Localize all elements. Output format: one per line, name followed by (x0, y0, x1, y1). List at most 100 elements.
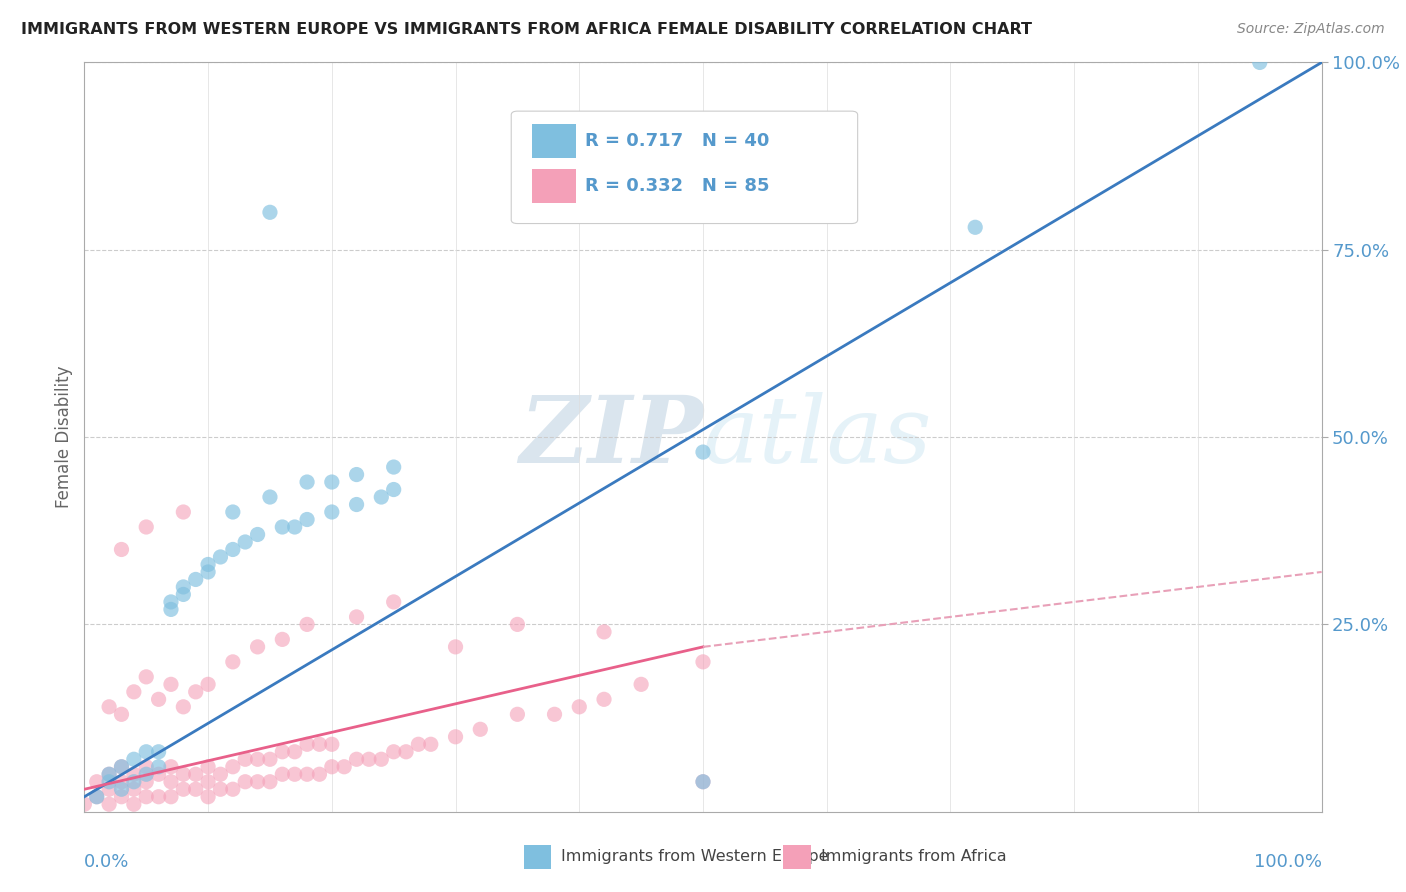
Point (692, 774, 714, 789)
Point (197, 774, 219, 789)
Text: Immigrants from Western Europe: Immigrants from Western Europe (561, 849, 828, 864)
Point (197, 558, 219, 572)
Point (259, 490, 281, 504)
Point (408, 737, 430, 751)
Point (470, 723, 492, 737)
Bar (523, 845, 551, 869)
Point (135, 745, 157, 759)
Point (197, 789, 219, 804)
Point (506, 707, 529, 722)
Point (259, 205, 281, 219)
Point (122, 685, 145, 699)
Point (98, 774, 121, 789)
Point (233, 535, 256, 549)
Point (160, 677, 183, 691)
Text: ZIP: ZIP (519, 392, 703, 482)
Point (333, 760, 356, 774)
Point (86, 789, 108, 804)
Point (160, 602, 183, 616)
Point (172, 580, 194, 594)
Point (98, 782, 121, 797)
Point (321, 760, 343, 774)
Point (222, 542, 245, 557)
Bar (533, 169, 575, 202)
Point (593, 624, 616, 639)
Point (246, 640, 269, 654)
Point (246, 527, 269, 541)
Point (135, 789, 157, 804)
Point (122, 797, 145, 812)
Point (197, 565, 219, 579)
Point (98, 767, 121, 781)
Point (197, 760, 219, 774)
Text: IMMIGRANTS FROM WESTERN EUROPE VS IMMIGRANTS FROM AFRICA FEMALE DISABILITY CORRE: IMMIGRANTS FROM WESTERN EUROPE VS IMMIGR… (21, 22, 1032, 37)
Point (382, 595, 405, 609)
Point (160, 760, 183, 774)
Point (222, 505, 245, 519)
Point (222, 655, 245, 669)
Point (148, 745, 170, 759)
Bar (783, 845, 811, 869)
Point (271, 520, 294, 534)
Point (148, 767, 170, 781)
Point (308, 767, 330, 781)
Point (295, 617, 318, 632)
Point (321, 475, 343, 489)
Text: 100.0%: 100.0% (1254, 853, 1322, 871)
Point (110, 760, 132, 774)
Point (172, 699, 194, 714)
Point (110, 707, 132, 722)
Point (382, 460, 405, 475)
Point (321, 505, 343, 519)
Point (172, 782, 194, 797)
Text: Immigrants from Africa: Immigrants from Africa (821, 849, 1007, 864)
Point (246, 752, 269, 766)
Point (444, 730, 467, 744)
Point (382, 483, 405, 497)
Point (271, 767, 294, 781)
Point (692, 655, 714, 669)
Point (346, 752, 368, 766)
Point (419, 737, 441, 751)
Point (568, 699, 591, 714)
Point (98, 767, 121, 781)
Text: Source: ZipAtlas.com: Source: ZipAtlas.com (1237, 22, 1385, 37)
Point (259, 774, 281, 789)
Point (222, 760, 245, 774)
Point (284, 767, 307, 781)
Point (295, 737, 318, 751)
Point (122, 752, 145, 766)
Point (246, 774, 269, 789)
Point (308, 737, 330, 751)
Point (135, 520, 157, 534)
Point (233, 774, 256, 789)
Point (965, 220, 987, 235)
Point (110, 782, 132, 797)
Point (110, 774, 132, 789)
Point (184, 782, 207, 797)
Point (86, 789, 108, 804)
Text: R = 0.332   N = 85: R = 0.332 N = 85 (585, 178, 770, 195)
Point (295, 767, 318, 781)
Y-axis label: Female Disability: Female Disability (55, 366, 73, 508)
Point (506, 617, 529, 632)
Point (382, 745, 405, 759)
Text: R = 0.717   N = 40: R = 0.717 N = 40 (585, 132, 770, 150)
Text: 0.0%: 0.0% (84, 853, 129, 871)
Point (346, 498, 368, 512)
Point (135, 774, 157, 789)
Point (122, 767, 145, 781)
Text: atlas: atlas (703, 392, 932, 482)
Point (160, 595, 183, 609)
Point (197, 677, 219, 691)
Point (222, 782, 245, 797)
Point (209, 767, 232, 781)
Point (172, 505, 194, 519)
Point (160, 774, 183, 789)
Point (122, 774, 145, 789)
Point (259, 752, 281, 766)
Point (86, 774, 108, 789)
Point (98, 699, 121, 714)
Point (135, 767, 157, 781)
Point (209, 549, 232, 564)
